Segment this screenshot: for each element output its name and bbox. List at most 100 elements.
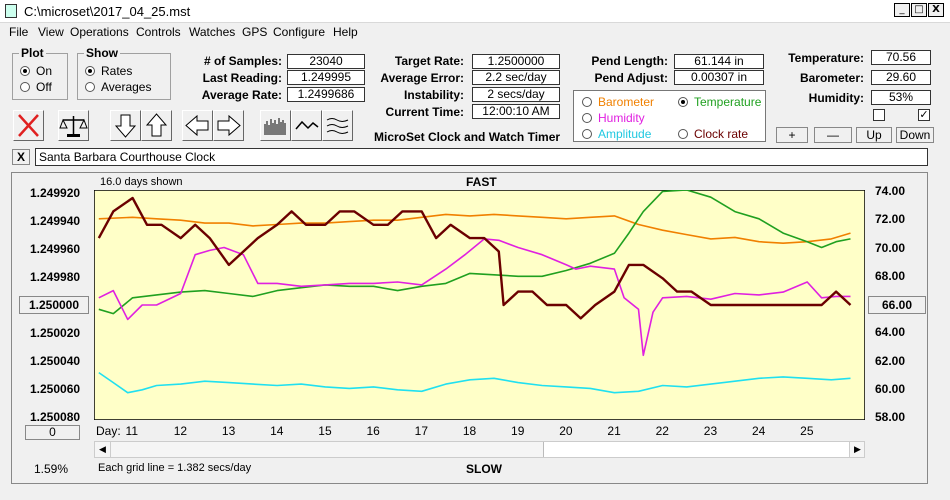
menu-gps[interactable]: GPS [242,25,268,39]
y-left-tick: 1.249980 [30,270,81,284]
y-right-tick: 60.00 [875,382,906,396]
arrow-right-button[interactable] [213,110,244,141]
clock-name-field[interactable]: Santa Barbara Courthouse Clock [35,148,928,166]
sensor-selector [573,90,766,142]
adjust-down-button[interactable]: Down [896,127,934,143]
sensor-amplitude-radio[interactable]: Amplitude [582,127,651,141]
arrow-down-button[interactable] [110,110,141,141]
y-left-tick: 1.249920 [30,186,81,200]
menu-bar: File View Operations Controls Watches GP… [0,22,950,42]
y-right-tick: 72.00 [875,212,906,226]
checkmark-icon: ✓ [919,109,929,121]
balance-button[interactable] [58,110,89,141]
instability-value: 2 secs/day [472,87,560,102]
arrow-down-icon [114,114,137,138]
show-rates-radio[interactable]: Rates [85,64,132,78]
adjust-minus-button[interactable]: — [814,127,852,143]
clear-name-button[interactable]: X [12,149,30,165]
x-tick-label: 20 [559,424,573,438]
day-label: Day: [96,424,121,438]
sensor-humidity-radio[interactable]: Humidity [582,111,645,125]
last-reading-value: 1.249995 [287,70,365,85]
stop-button[interactable] [13,110,44,141]
series-line-amplitude [98,371,851,394]
right-value-button[interactable]: 66.00 [868,296,926,314]
line-graph-button[interactable] [291,110,322,141]
menu-view[interactable]: View [38,25,64,39]
adjust-plus-button[interactable]: + [776,127,808,143]
pend-length-value: 61.144 in [674,54,764,69]
menu-controls[interactable]: Controls [136,25,181,39]
arrow-left-button[interactable] [182,110,213,141]
sensor-temperature-radio[interactable]: Temperature [678,95,761,109]
y-left-tick: 1.250040 [30,354,81,368]
adjust-up-button[interactable]: Up [856,127,892,143]
wave-graph-button[interactable] [322,110,353,141]
radio-selected-icon [678,97,688,107]
menu-watches[interactable]: Watches [189,25,236,39]
y-right-tick: 74.00 [875,184,906,198]
arrow-up-button[interactable] [141,110,172,141]
barometer-label: Barometer: [799,71,864,85]
series-line-barometer [98,213,851,245]
arrow-up-icon [145,113,168,137]
x-tick-label: 14 [270,424,284,438]
scroll-left-arrow-icon[interactable]: ◀ [95,442,111,457]
bar-graph-icon [264,118,286,135]
humidity-label: Humidity: [808,91,864,105]
grid-note: Each grid line = 1.382 secs/day [98,462,252,474]
y-left-tick: 1.250060 [30,382,81,396]
temperature-label: Temperature: [788,51,864,65]
radio-empty-icon [85,82,95,92]
y-right-tick: 68.00 [875,269,906,283]
pend-adjust-value: 0.00307 in [674,70,764,85]
days-shown-label: 16.0 days shown [100,176,183,188]
y-right-tick: 62.00 [875,354,906,368]
scrollbar-thumb[interactable] [543,442,850,457]
barometer-value: 29.60 [871,70,931,85]
sensor-clock-rate-radio[interactable]: Clock rate [678,127,748,141]
instability-label: Instability: [403,88,464,102]
humidity-checkbox-right[interactable]: ✓ [918,109,930,121]
x-tick-label: 25 [800,424,814,438]
x-tick-label: 24 [751,424,766,438]
x-tick-label: 18 [462,424,477,438]
app-icon [5,4,17,18]
x-tick-label: 16 [366,424,380,438]
samples-value: 23040 [287,54,365,69]
humidity-checkbox-left[interactable] [873,109,885,121]
window-title: C:\microset\2017_04_25.mst [24,4,191,19]
average-error-value: 2.2 sec/day [472,70,560,85]
arrow-left-icon [185,114,209,137]
horizontal-scrollbar[interactable]: ◀ ▶ [94,441,865,458]
menu-help[interactable]: Help [333,25,358,39]
menu-file[interactable]: File [9,25,29,39]
minimize-button[interactable]: _ [894,3,910,17]
samples-label: # of Samples: [203,54,282,68]
slow-label: SLOW [466,462,502,476]
menu-operations[interactable]: Operations [70,25,129,39]
y-left-tick: 1.250020 [30,326,81,340]
x-tick-label: 23 [703,424,718,438]
plot-on-radio[interactable]: On [20,64,52,78]
sensor-barometer-radio[interactable]: Barometer [582,95,654,109]
show-group: Show [77,46,171,100]
bar-graph-button[interactable] [260,110,291,141]
plot-off-radio[interactable]: Off [20,80,52,94]
scroll-right-arrow-icon[interactable]: ▶ [849,442,865,457]
close-button[interactable]: X [928,3,944,17]
maximize-button[interactable]: □ [911,3,927,17]
pend-length-label: Pend Length: [591,54,668,68]
menu-configure[interactable]: Configure [273,25,326,39]
average-rate-label: Average Rate: [201,88,282,102]
show-averages-radio[interactable]: Averages [85,80,151,94]
bottom-value-button[interactable]: 0 [25,425,80,440]
y-left-tick: 1.250080 [30,410,81,424]
x-tick-label: 12 [173,424,188,438]
arrow-right-icon [217,114,241,137]
left-value-button[interactable]: 1.250000 [19,296,89,314]
x-tick-label: 13 [221,424,236,438]
series-line-temperature [98,190,851,315]
radio-empty-icon [582,113,592,123]
average-error-label: Average Error: [380,71,464,85]
